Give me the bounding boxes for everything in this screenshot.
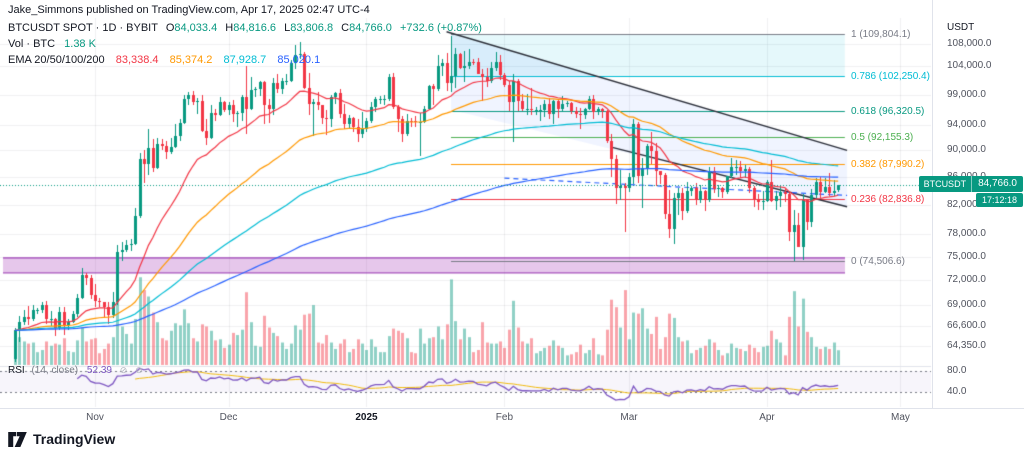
symbol-legend-row[interactable]: BTCUSDT SPOT · 1D · BYBIT O84,033.4 H84,… [8, 20, 482, 36]
badge-countdown: 17:12:18 [975, 193, 1023, 208]
low-label: L [284, 22, 291, 34]
time-axis-label: Nov [86, 412, 104, 423]
axis-currency-label: USDT [947, 22, 975, 33]
rsi-value: 52.39 [86, 365, 112, 376]
time-axis-label: 2025 [355, 412, 378, 423]
high-value: 84,816.6 [233, 22, 277, 34]
ema-legend-row[interactable]: EMA 20/50/100/200 83,338.4 85,374.2 87,9… [8, 52, 482, 68]
badge-price: 84,766.0 [972, 176, 1023, 193]
price-axis-tick: 69,000.0 [947, 299, 986, 311]
price-axis-tick: 99,000.0 [947, 88, 986, 100]
rsi-hidden-icon[interactable]: ⊘ [135, 365, 143, 375]
price-axis-tick: 82,000.0 [947, 198, 986, 210]
ema20-value: 83,338.4 [115, 54, 159, 66]
fib-level-label[interactable]: 0.236 (82,836.8) [851, 193, 925, 205]
time-axis[interactable]: Nov Dec 2025 Feb Mar Apr May [0, 408, 1024, 428]
last-price-badge[interactable]: BTCUSDT 84,766.0 17:12:18 [918, 176, 1023, 208]
ema200-value: 85,020.1 [277, 54, 321, 66]
tradingview-logo-icon [8, 431, 27, 447]
time-axis-label: Dec [219, 412, 238, 423]
rsi-legend-row[interactable]: RSI (14, close) 52.39 ⊘ ⊘ [8, 365, 143, 376]
high-label: H [225, 22, 234, 34]
close-label: C [341, 22, 350, 34]
volume-label: Vol · BTC [8, 38, 56, 50]
price-axis-tick: 78,000.0 [947, 227, 986, 239]
low-value: 83,806.8 [290, 22, 334, 34]
time-axis-label: Apr [759, 412, 775, 423]
open-label: O [165, 22, 175, 34]
time-axis-label: Feb [495, 412, 514, 423]
ema50-value: 85,374.2 [169, 54, 213, 66]
rsi-title: RSI [8, 365, 25, 376]
time-axis-label: May [891, 412, 910, 423]
time-axis-label: Mar [620, 412, 638, 423]
fib-level-label[interactable]: 0.5 (92,155.3) [851, 131, 914, 143]
price-axis-tick: 64,350.0 [947, 339, 986, 351]
change-value: +732.6 (+0.87%) [399, 22, 482, 34]
volume-legend-row[interactable]: Vol · BTC 1.38 K [8, 36, 482, 52]
badge-symbol: BTCUSDT [918, 176, 973, 193]
fib-level-label[interactable]: 0 (74,506.6) [851, 255, 905, 267]
watermark-text: TradingView [33, 431, 116, 447]
price-axis-tick: 104,000.0 [947, 60, 992, 71]
price-axis-tick: 94,000.0 [947, 118, 986, 130]
ema-label: EMA 20/50/100/200 [8, 54, 105, 66]
fib-level-label[interactable]: 0.618 (96,320.5) [851, 105, 925, 117]
open-value: 84,033.4 [174, 22, 218, 34]
symbol-title: BTCUSDT SPOT · 1D · BYBIT [8, 22, 158, 34]
price-axis-tick: 90,000.0 [947, 144, 986, 156]
close-value: 84,766.0 [349, 22, 392, 34]
rsi-axis-tick: 40.0 [947, 386, 967, 397]
fib-level-label[interactable]: 0.382 (87,990.2) [851, 158, 925, 170]
ema100-value: 87,928.7 [223, 54, 267, 66]
rsi-axis-tick: 80.0 [947, 365, 967, 376]
rsi-hidden-icon[interactable]: ⊘ [119, 365, 128, 375]
price-axis-tick: 72,000.0 [947, 274, 986, 286]
publisher-note: Jake_Simmons published on TradingView.co… [8, 4, 370, 16]
volume-value: 1.38 K [64, 38, 96, 50]
price-axis-tick: 108,000.0 [947, 38, 992, 49]
fib-level-label[interactable]: 1 (109,804.1) [851, 29, 911, 41]
rsi-params: (14, close) [31, 365, 79, 376]
chart-legend: BTCUSDT SPOT · 1D · BYBIT O84,033.4 H84,… [8, 20, 482, 68]
tradingview-watermark[interactable]: TradingView [8, 431, 115, 447]
price-axis-tick: 75,000.0 [947, 250, 986, 262]
fib-level-label[interactable]: 0.786 (102,250.4) [851, 70, 930, 82]
price-axis-tick: 66,600.0 [947, 319, 986, 331]
ohlc-values: O84,033.4 H84,816.6 L83,806.8 C84,766.0 … [161, 22, 482, 34]
